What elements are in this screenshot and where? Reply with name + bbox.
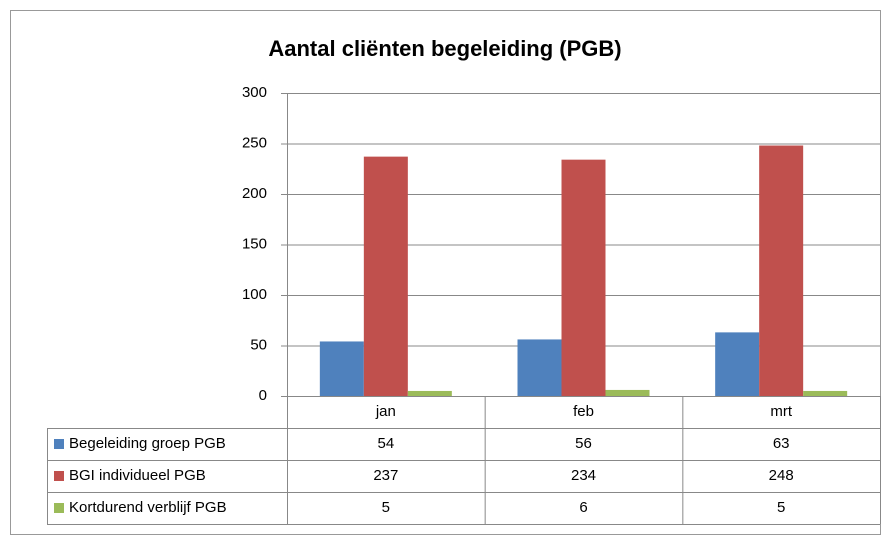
table-value: 234 bbox=[571, 467, 596, 484]
x-tick-label: mrt bbox=[770, 403, 792, 420]
y-tick-label: 0 bbox=[259, 387, 267, 404]
bar bbox=[715, 332, 760, 396]
table-value: 237 bbox=[373, 467, 398, 484]
table-value: 5 bbox=[777, 499, 785, 516]
bar bbox=[319, 341, 364, 396]
y-tick-label: 300 bbox=[242, 84, 267, 101]
bar bbox=[363, 156, 408, 396]
bar bbox=[407, 390, 452, 396]
chart-border bbox=[10, 10, 881, 535]
bar bbox=[517, 339, 562, 396]
table-value: 248 bbox=[769, 467, 794, 484]
y-tick-label: 50 bbox=[250, 336, 267, 353]
table-value: 54 bbox=[377, 435, 394, 452]
x-tick-label: jan bbox=[375, 403, 396, 420]
legend-label: BGI individueel PGB bbox=[69, 467, 206, 484]
table-value: 5 bbox=[382, 499, 390, 516]
legend-swatch bbox=[54, 439, 64, 449]
table-value: 56 bbox=[575, 435, 592, 452]
bar bbox=[803, 390, 848, 396]
x-tick-label: feb bbox=[573, 403, 594, 420]
chart-title: Aantal cliënten begeleiding (PGB) bbox=[268, 36, 621, 61]
legend-label: Kortdurend verblijf PGB bbox=[69, 499, 227, 516]
y-tick-label: 250 bbox=[242, 134, 267, 151]
table-value: 63 bbox=[773, 435, 790, 452]
y-tick-label: 150 bbox=[242, 235, 267, 252]
bar bbox=[605, 389, 650, 396]
legend-swatch bbox=[54, 471, 64, 481]
bar bbox=[561, 159, 606, 396]
y-tick-label: 100 bbox=[242, 286, 267, 303]
y-tick-label: 200 bbox=[242, 185, 267, 202]
legend-swatch bbox=[54, 503, 64, 513]
legend-label: Begeleiding groep PGB bbox=[69, 435, 226, 452]
table-value: 6 bbox=[579, 499, 587, 516]
bar bbox=[759, 145, 804, 396]
